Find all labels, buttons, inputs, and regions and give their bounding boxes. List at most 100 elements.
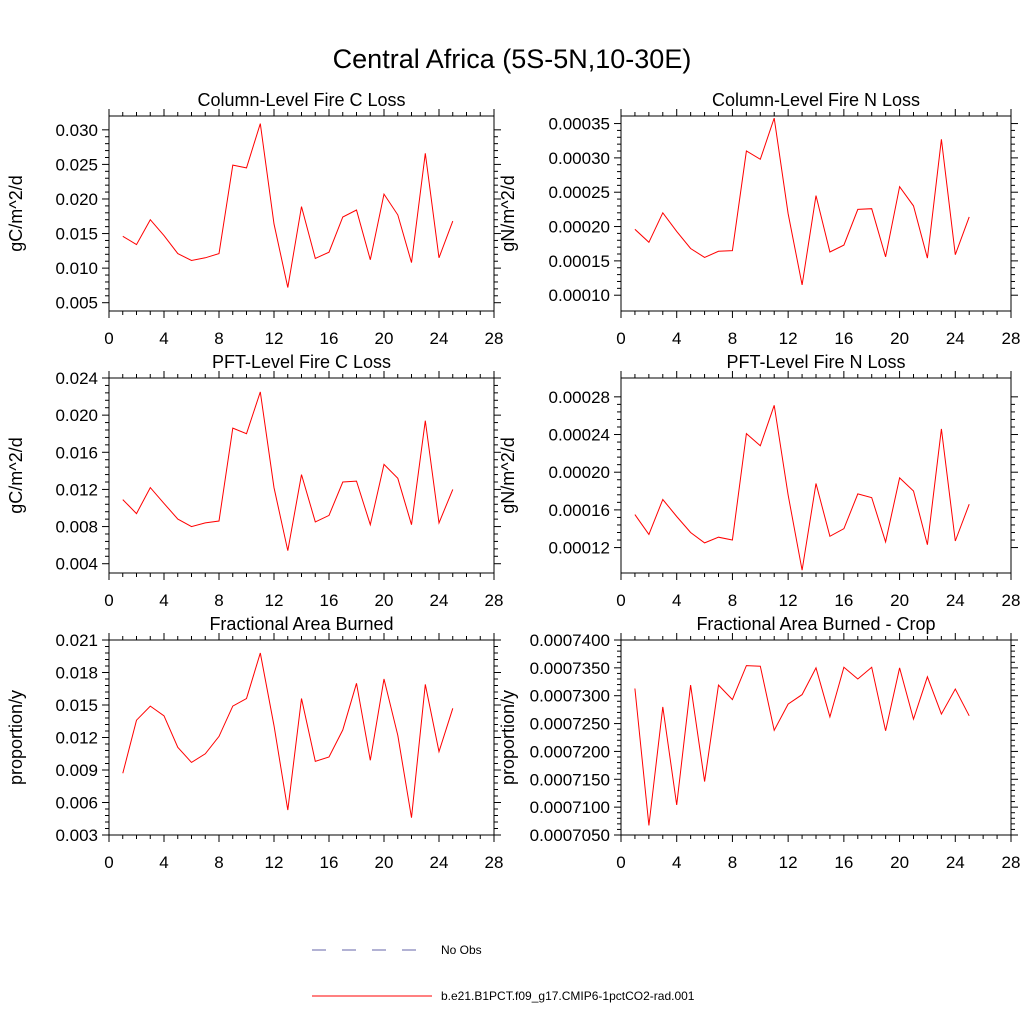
y-tick-label: 0.004 — [55, 555, 98, 574]
y-tick-label: 0.021 — [55, 631, 98, 650]
x-tick-label: 0 — [616, 853, 625, 872]
y-tick-label: 0.020 — [55, 190, 98, 209]
y-tick-label: 0.012 — [55, 480, 98, 499]
x-tick-label: 28 — [1002, 853, 1021, 872]
x-tick-label: 16 — [834, 329, 853, 348]
y-tick-label: 0.00030 — [549, 149, 610, 168]
y-tick-label: 0.025 — [55, 155, 98, 174]
x-tick-label: 4 — [672, 853, 681, 872]
chart-title: PFT-Level Fire C Loss — [212, 352, 391, 372]
y-tick-label: 0.012 — [55, 729, 98, 748]
x-tick-label: 8 — [728, 329, 737, 348]
y-tick-label: 0.00010 — [549, 286, 610, 305]
x-tick-label: 0 — [104, 591, 113, 610]
y-axis-label: gN/m^2/d — [498, 175, 518, 251]
legend: No Obs b.e21.B1PCT.f09_g17.CMIP6-1pctCO2… — [312, 943, 695, 1003]
series-line — [122, 652, 454, 818]
x-tick-label: 28 — [1002, 329, 1021, 348]
y-tick-label: 0.0007050 — [530, 826, 610, 845]
series-line — [634, 117, 970, 285]
y-axis-label: gN/m^2/d — [498, 437, 518, 513]
figure-title: Central Africa (5S-5N,10-30E) — [333, 44, 692, 74]
x-tick-label: 16 — [320, 329, 339, 348]
x-tick-label: 4 — [159, 591, 168, 610]
x-tick-label: 8 — [214, 591, 223, 610]
x-tick-label: 24 — [430, 853, 449, 872]
y-tick-label: 0.006 — [55, 794, 98, 813]
panels: 0 4 8 12 16 20 24 28 0.005 0.010 0.015 0.020 0.025 0.… — [6, 90, 1020, 872]
y-tick-label: 0.0007150 — [530, 770, 610, 789]
legend-label-no-obs: No Obs — [441, 943, 482, 957]
y-tick-label: 0.00028 — [549, 388, 610, 407]
x-tick-label: 12 — [779, 329, 798, 348]
y-tick-label: 0.010 — [55, 259, 98, 278]
y-tick-label: 0.0007400 — [530, 631, 610, 650]
y-axis-label: proportion/y — [498, 690, 518, 785]
chart-panel-3: 0 4 8 12 16 20 24 28 0.004 0.008 0.012 0.016 0.020 0.… — [6, 352, 503, 610]
x-tick-label: 4 — [672, 591, 681, 610]
x-tick-label: 28 — [1002, 591, 1021, 610]
y-tick-label: 0.009 — [55, 761, 98, 780]
chart-panel-4: 0 4 8 12 16 20 24 28 0.00012 0.00016 0.00020 0.0002… — [498, 352, 1020, 610]
chart-title: Fractional Area Burned - Crop — [696, 614, 935, 634]
x-tick-label: 16 — [834, 591, 853, 610]
y-tick-label: 0.0007100 — [530, 798, 610, 817]
x-tick-label: 28 — [485, 591, 504, 610]
x-tick-label: 12 — [265, 591, 284, 610]
chart-panel-5: 0 4 8 12 16 20 24 28 0.003 0.006 0.009 0.012 0.015 0.… — [6, 614, 503, 872]
y-tick-label: 0.00025 — [549, 183, 610, 202]
x-tick-label: 4 — [159, 329, 168, 348]
y-tick-label: 0.00024 — [549, 426, 610, 445]
x-tick-label: 0 — [104, 329, 113, 348]
y-tick-label: 0.00015 — [549, 252, 610, 271]
x-tick-label: 4 — [672, 329, 681, 348]
x-tick-label: 24 — [430, 329, 449, 348]
x-tick-label: 12 — [265, 329, 284, 348]
y-tick-label: 0.00012 — [549, 539, 610, 558]
x-tick-label: 8 — [214, 329, 223, 348]
x-tick-label: 16 — [320, 853, 339, 872]
y-tick-label: 0.0007300 — [530, 687, 610, 706]
legend-label-model: b.e21.B1PCT.f09_g17.CMIP6-1pctCO2-rad.00… — [441, 989, 695, 1003]
x-tick-label: 20 — [375, 853, 394, 872]
x-tick-label: 12 — [779, 853, 798, 872]
series-line — [122, 123, 454, 288]
chart-title: PFT-Level Fire N Loss — [726, 352, 905, 372]
x-tick-label: 12 — [265, 853, 284, 872]
x-tick-label: 20 — [890, 329, 909, 348]
chart-panel-6: 0 4 8 12 16 20 24 28 0.0007050 0.0007100 0.0007150… — [498, 614, 1020, 872]
y-axis-label: gC/m^2/d — [6, 175, 26, 251]
x-tick-label: 24 — [946, 591, 965, 610]
chart-title: Column-Level Fire N Loss — [712, 90, 920, 110]
chart-title: Fractional Area Burned — [209, 614, 393, 634]
x-tick-label: 4 — [159, 853, 168, 872]
y-tick-label: 0.0007200 — [530, 742, 610, 761]
x-tick-label: 28 — [485, 329, 504, 348]
y-tick-label: 0.00020 — [549, 463, 610, 482]
series-line — [634, 665, 970, 826]
y-tick-label: 0.0007350 — [530, 659, 610, 678]
series-line — [634, 405, 970, 571]
y-axis-label: gC/m^2/d — [6, 437, 26, 513]
chart-title: Column-Level Fire C Loss — [197, 90, 405, 110]
x-tick-label: 16 — [320, 591, 339, 610]
y-tick-label: 0.024 — [55, 369, 98, 388]
x-tick-label: 20 — [890, 853, 909, 872]
x-tick-label: 0 — [616, 329, 625, 348]
y-tick-label: 0.016 — [55, 443, 98, 462]
x-tick-label: 24 — [946, 853, 965, 872]
x-tick-label: 16 — [834, 853, 853, 872]
y-tick-label: 0.0007250 — [530, 715, 610, 734]
y-tick-label: 0.008 — [55, 518, 98, 537]
x-tick-label: 12 — [779, 591, 798, 610]
x-tick-label: 0 — [616, 591, 625, 610]
y-tick-label: 0.00016 — [549, 501, 610, 520]
x-tick-label: 24 — [430, 591, 449, 610]
x-tick-label: 8 — [728, 853, 737, 872]
y-tick-label: 0.00035 — [549, 115, 610, 134]
x-tick-label: 20 — [375, 591, 394, 610]
y-axis-label: proportion/y — [6, 690, 26, 785]
y-tick-label: 0.015 — [55, 225, 98, 244]
x-tick-label: 20 — [890, 591, 909, 610]
x-tick-label: 24 — [946, 329, 965, 348]
